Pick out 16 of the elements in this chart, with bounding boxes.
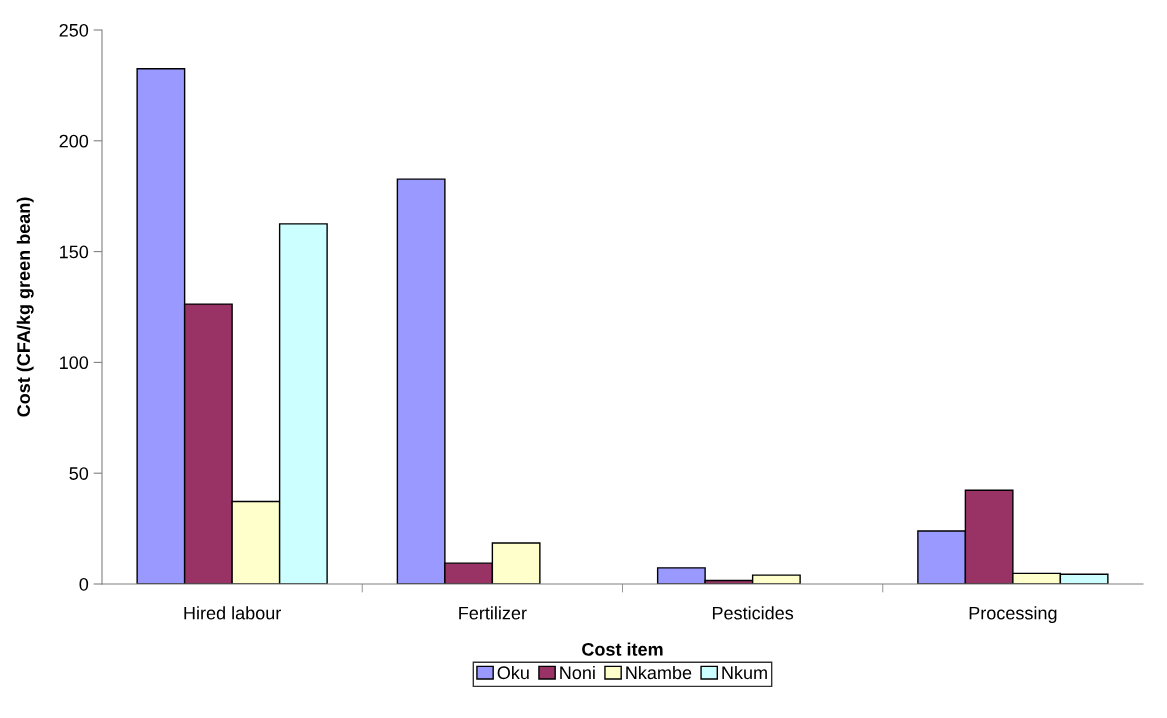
x-tick-label: Hired labour (184, 606, 282, 620)
x-tick-label: Pesticides (712, 606, 794, 620)
y-tick-label: 250 (59, 23, 89, 37)
x-tick-label: Fertilizer (459, 606, 527, 620)
y-tick-label: 100 (60, 356, 89, 370)
y-tick-label: 200 (59, 134, 89, 148)
legend-label: Nkum (722, 665, 767, 680)
y-axis-title: Cost (CFA/kg green bean) (16, 197, 34, 417)
legend-label: Nkambe (626, 665, 692, 680)
x-tick-label: Processing (969, 606, 1057, 624)
x-axis-title: Cost item (582, 642, 663, 656)
legend-label: Oku (497, 665, 529, 680)
legend-label: Noni (560, 665, 595, 680)
y-tick-label: 0 (79, 577, 89, 591)
y-tick-label: 150 (60, 245, 89, 259)
y-tick-label: 50 (69, 467, 89, 480)
